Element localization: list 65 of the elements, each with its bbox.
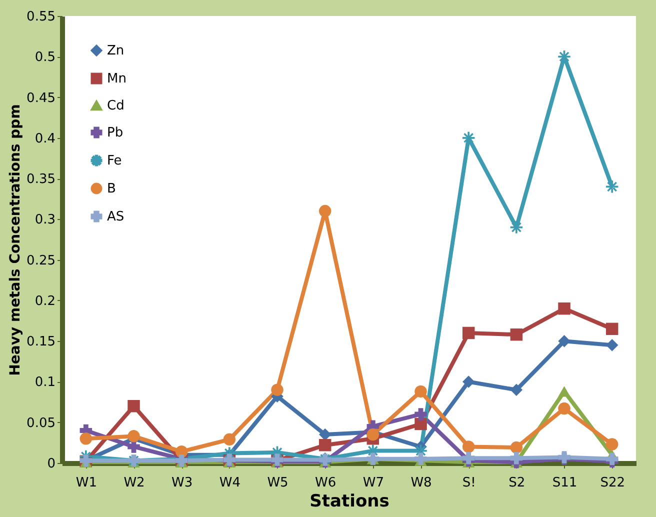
point [462, 452, 475, 464]
y-tick-label: 0.05 [26, 416, 56, 431]
y-tick-label: 0.5 [34, 50, 56, 66]
x-tick-label: W8 [410, 476, 432, 490]
x-tick-label: S2 [508, 476, 526, 490]
y-tick-label: 0.4 [34, 131, 56, 146]
y-tick-label: 0.55 [26, 10, 56, 24]
x-tick-label: W4 [219, 476, 240, 490]
legend-label: AS [107, 210, 124, 224]
point [271, 384, 284, 396]
point [558, 302, 570, 315]
point [510, 441, 523, 454]
x-tick-label: W5 [267, 476, 288, 490]
point [510, 452, 523, 464]
point [558, 386, 570, 397]
y-tick-label: 0.1 [34, 375, 56, 390]
point [80, 432, 92, 445]
x-tick-label: W1 [76, 476, 97, 490]
legend-label: Fe [107, 154, 122, 168]
legend-label: Mn [107, 72, 126, 86]
point [366, 428, 380, 441]
y-axis-title: Heavy metals Concentrations ppm [8, 104, 24, 376]
legend-label: Cd [107, 98, 124, 114]
point [606, 322, 618, 336]
point [462, 440, 475, 453]
y-tick-label: 0 [47, 456, 56, 472]
point [128, 430, 140, 442]
x-tick-label: S! [462, 476, 476, 490]
y-tick-label: 0.3 [34, 212, 56, 228]
x-tick-label: S22 [600, 476, 625, 490]
legend-label: Zn [107, 44, 124, 58]
x-tick-label: W6 [315, 476, 336, 490]
point [414, 385, 427, 398]
y-tick-label: 0.35 [26, 172, 56, 188]
x-tick-label: W3 [172, 476, 193, 490]
point [462, 376, 475, 388]
point [462, 132, 475, 144]
point [606, 180, 618, 193]
y-tick-label: 0.45 [26, 90, 56, 106]
y-tick-label: 0.2 [34, 294, 56, 309]
y-tick-label: 0.15 [26, 334, 56, 350]
point [318, 438, 332, 452]
x-tick-label: W2 [124, 476, 145, 490]
x-tick-label: S11 [552, 476, 578, 490]
point [462, 326, 475, 340]
x-tick-label: W7 [362, 476, 384, 490]
point [414, 418, 427, 430]
y-tick-label: 0.25 [26, 253, 56, 268]
point [414, 452, 427, 466]
point [510, 328, 523, 341]
point [558, 334, 570, 348]
point [128, 440, 140, 453]
point [223, 433, 236, 446]
x-axis-title: Stations [310, 492, 390, 512]
point [558, 402, 570, 415]
point [510, 221, 523, 234]
point [128, 400, 140, 412]
legend-label: Pb [107, 126, 124, 140]
point [318, 204, 332, 218]
point [606, 452, 618, 466]
point [510, 384, 523, 396]
point [606, 438, 618, 450]
point [558, 50, 570, 63]
point [414, 408, 427, 420]
legend-label: B [107, 182, 116, 196]
